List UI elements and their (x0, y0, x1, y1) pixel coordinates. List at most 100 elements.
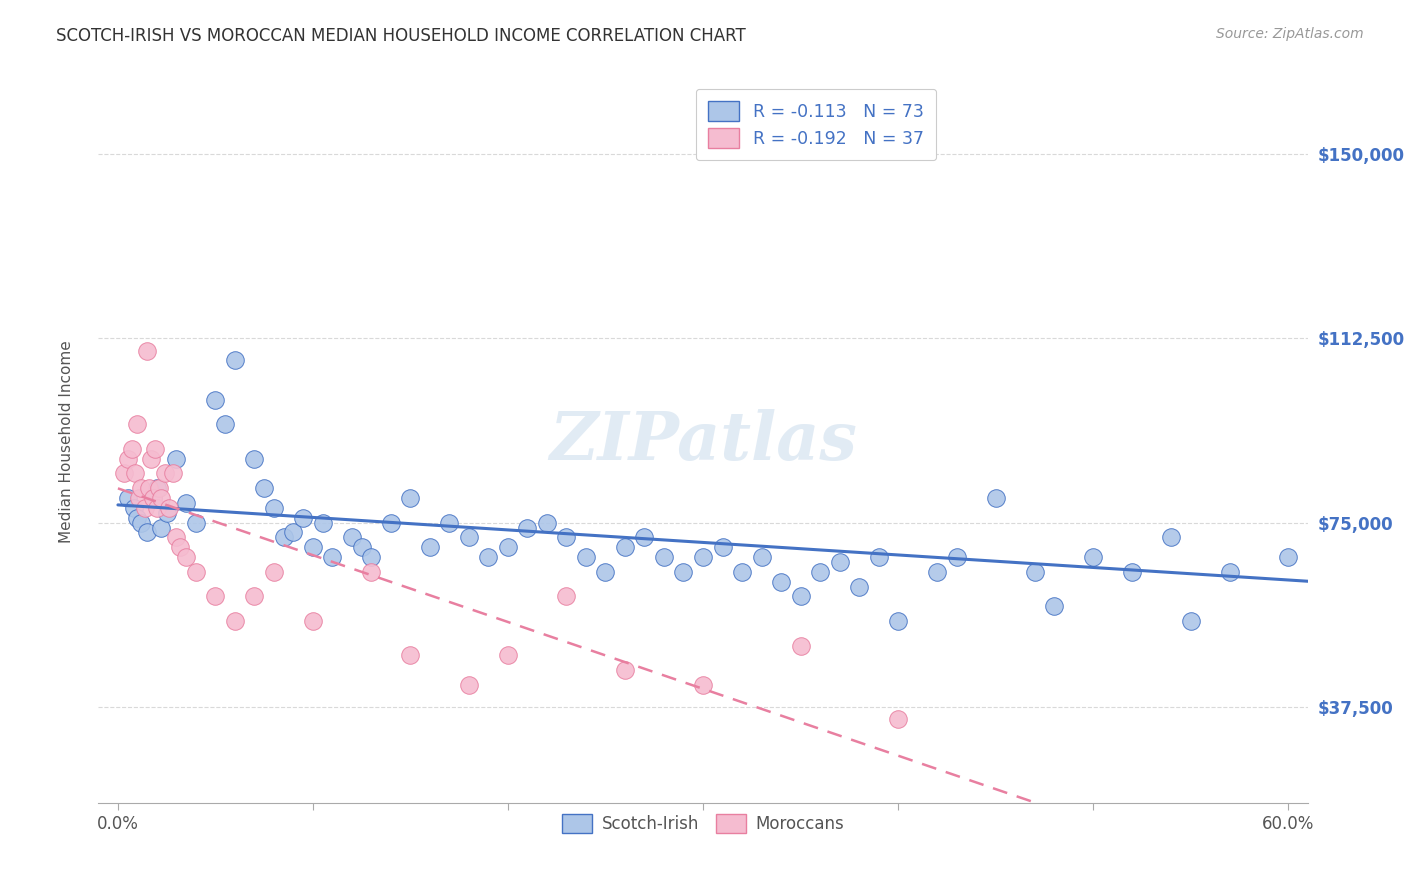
Point (1277, 549, 1299, 564)
Point (692, 678, 714, 692)
Point (165, 530, 187, 544)
Point (595, 565, 617, 579)
Point (458, 530, 481, 544)
Point (360, 565, 382, 579)
Point (169, 540, 191, 554)
Point (1316, 639, 1339, 653)
Point (614, 663, 637, 677)
Point (340, 530, 363, 544)
Point (149, 520, 172, 534)
Point (1043, 599, 1066, 614)
Point (1374, 540, 1396, 554)
Point (458, 678, 481, 692)
Point (868, 549, 890, 564)
Point (117, 451, 139, 466)
Legend: Scotch-Irish, Moroccans: Scotch-Irish, Moroccans (550, 803, 856, 845)
Point (399, 491, 422, 505)
Point (184, 565, 207, 579)
Point (156, 506, 179, 520)
Point (136, 525, 159, 540)
Point (184, 516, 207, 530)
Point (1180, 614, 1202, 628)
Point (174, 549, 197, 564)
Point (263, 500, 285, 515)
Point (419, 540, 441, 554)
Point (117, 491, 139, 505)
Point (399, 648, 422, 663)
Point (142, 491, 165, 505)
Point (477, 549, 499, 564)
Point (138, 481, 160, 495)
Point (263, 565, 285, 579)
Point (731, 565, 754, 579)
Point (1160, 530, 1182, 544)
Point (302, 614, 325, 628)
Point (652, 549, 675, 564)
Point (142, 491, 165, 505)
Point (121, 442, 143, 456)
Point (439, 516, 461, 530)
Point (153, 467, 176, 481)
Point (380, 516, 402, 530)
Point (127, 510, 149, 524)
Point (134, 500, 156, 515)
Point (127, 417, 149, 432)
Point (292, 510, 315, 524)
Point (321, 549, 343, 564)
Point (302, 540, 325, 554)
Point (496, 648, 519, 663)
Point (496, 540, 519, 554)
Point (360, 549, 382, 564)
Point (157, 500, 180, 515)
Point (536, 516, 558, 530)
Point (350, 540, 373, 554)
Point (1219, 565, 1241, 579)
Text: SCOTCH-IRISH VS MOROCCAN MEDIAN HOUSEHOLD INCOME CORRELATION CHART: SCOTCH-IRISH VS MOROCCAN MEDIAN HOUSEHOL… (56, 27, 747, 45)
Point (273, 530, 295, 544)
Point (1121, 565, 1143, 579)
Point (112, 467, 135, 481)
Text: Source: ZipAtlas.com: Source: ZipAtlas.com (1216, 27, 1364, 41)
Point (149, 491, 172, 505)
Point (136, 343, 159, 358)
Point (283, 525, 305, 540)
Point (516, 520, 538, 534)
Point (243, 590, 266, 604)
Point (122, 500, 145, 515)
Point (253, 481, 276, 495)
Point (808, 565, 831, 579)
Point (174, 496, 197, 510)
Point (143, 442, 166, 456)
Point (925, 565, 948, 579)
Point (214, 417, 236, 432)
Point (692, 549, 714, 564)
Point (789, 590, 811, 604)
Point (555, 530, 578, 544)
Point (312, 516, 335, 530)
Point (828, 555, 851, 569)
Point (146, 481, 169, 495)
Point (148, 481, 170, 495)
Point (555, 590, 578, 604)
Point (848, 580, 870, 594)
Point (751, 549, 773, 564)
Point (204, 590, 226, 604)
Point (769, 574, 792, 589)
Point (224, 353, 246, 368)
Point (711, 540, 734, 554)
Point (224, 614, 246, 628)
Point (131, 481, 153, 495)
Point (124, 467, 146, 481)
Point (672, 565, 695, 579)
Point (575, 549, 598, 564)
Point (243, 451, 266, 466)
Point (789, 639, 811, 653)
Point (128, 491, 150, 505)
Point (887, 614, 910, 628)
Point (131, 516, 153, 530)
Point (1024, 565, 1046, 579)
Point (146, 500, 169, 515)
Point (1081, 549, 1104, 564)
Point (162, 467, 184, 481)
Point (633, 530, 655, 544)
